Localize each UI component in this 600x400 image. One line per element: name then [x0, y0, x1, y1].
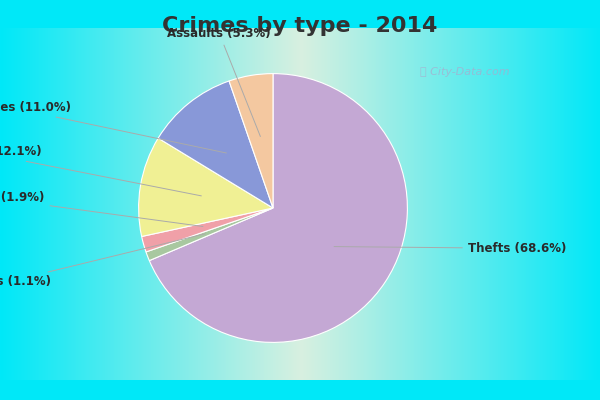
Text: Crimes by type - 2014: Crimes by type - 2014 — [163, 16, 437, 36]
Text: Burglaries (11.0%): Burglaries (11.0%) — [0, 101, 226, 153]
Text: Rapes (1.1%): Rapes (1.1%) — [0, 234, 205, 288]
Wedge shape — [229, 74, 273, 208]
Text: Auto thefts (12.1%): Auto thefts (12.1%) — [0, 145, 202, 196]
Wedge shape — [139, 138, 273, 236]
Wedge shape — [142, 208, 273, 252]
Text: Thefts (68.6%): Thefts (68.6%) — [334, 242, 566, 255]
Wedge shape — [149, 74, 407, 342]
Wedge shape — [146, 208, 273, 261]
Text: Assaults (5.3%): Assaults (5.3%) — [167, 27, 271, 136]
Wedge shape — [158, 81, 273, 208]
Text: Robberies (1.9%): Robberies (1.9%) — [0, 191, 203, 226]
Text: ⓘ City-Data.com: ⓘ City-Data.com — [420, 67, 509, 77]
